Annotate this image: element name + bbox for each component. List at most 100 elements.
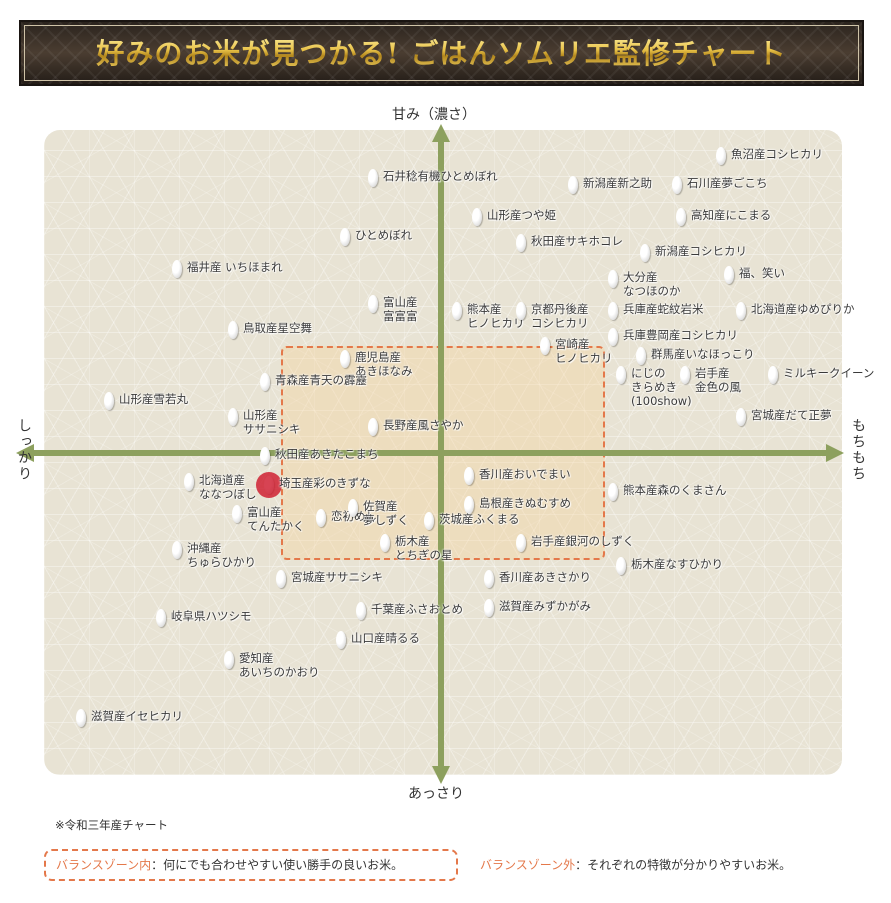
rice-point-label: 島根産きぬむすめ bbox=[479, 495, 571, 510]
rice-grain-icon bbox=[768, 366, 778, 385]
rice-point-label: ミルキークイーン bbox=[783, 366, 875, 381]
rice-grain-icon bbox=[680, 366, 690, 385]
rice-grain-icon bbox=[368, 169, 378, 188]
banner-frame bbox=[24, 25, 859, 81]
rice-point-label: 埼玉産彩のきずな bbox=[279, 476, 371, 491]
rice-point-label: 佐賀産 夢しずく bbox=[363, 498, 409, 527]
rice-grain-icon bbox=[608, 482, 618, 501]
rice-grain-icon bbox=[672, 175, 682, 194]
rice-point-label: 秋田産あきたこまち bbox=[275, 447, 379, 462]
rice-grain-icon bbox=[356, 602, 366, 621]
rice-grain-icon bbox=[340, 227, 350, 246]
rice-point-label: 福井産 いちほまれ bbox=[187, 259, 283, 274]
rice-grain-icon bbox=[472, 208, 482, 227]
rice-grain-icon bbox=[316, 508, 326, 527]
rice-point-label: 鳥取産星空舞 bbox=[243, 321, 312, 336]
rice-grain-icon bbox=[736, 408, 746, 427]
rice-grain-icon bbox=[568, 175, 578, 194]
rice-grain-icon bbox=[736, 301, 746, 320]
rice-grain-icon bbox=[636, 347, 646, 366]
rice-grain-icon bbox=[260, 372, 270, 391]
rice-point-label: 栃木産なすひかり bbox=[631, 557, 723, 572]
rice-grain-icon bbox=[640, 243, 650, 262]
rice-grain-icon bbox=[484, 569, 494, 588]
rice-grain-icon bbox=[232, 505, 242, 524]
rice-point-label: 岩手産 金色の風 bbox=[695, 366, 741, 395]
highlight-marker bbox=[256, 472, 282, 499]
rice-grain-icon bbox=[540, 337, 550, 356]
rice-point-label: 兵庫産蛇紋岩米 bbox=[623, 301, 704, 316]
rice-point-label: 京都丹後産 コシヒカリ bbox=[531, 301, 589, 330]
rice-point-label: 北海道産ゆめぴりか bbox=[751, 301, 855, 316]
rice-point-label: 栃木産 とちぎの星 bbox=[395, 534, 453, 563]
rice-grain-icon bbox=[616, 557, 626, 576]
rice-point-label: 長野産風さやか bbox=[383, 418, 464, 433]
rice-grain-icon bbox=[224, 650, 234, 669]
x-axis-line bbox=[30, 450, 830, 456]
rice-point-label: 福、笑い bbox=[739, 266, 785, 281]
rice-grain-icon bbox=[172, 259, 182, 278]
rice-point-label: 魚沼産コシヒカリ bbox=[731, 146, 823, 161]
rice-point-label: 山形産つや姫 bbox=[487, 208, 556, 223]
axis-label-bottom: あっさり bbox=[408, 786, 464, 802]
y-axis-line bbox=[438, 140, 444, 768]
rice-point-label: 兵庫豊岡産コシヒカリ bbox=[623, 327, 738, 342]
rice-point-label: 石井稔有機ひとめぼれ bbox=[383, 169, 498, 184]
rice-point-label: 群馬産いなほっこり bbox=[651, 347, 755, 362]
rice-point-label: 富山産 てんたかく bbox=[247, 505, 305, 534]
legend-in-label: バランスゾーン内 bbox=[56, 858, 152, 872]
legend-balance-zone-outside: バランスゾーン外：それぞれの特徴が分かりやすいお米。 bbox=[480, 851, 791, 879]
rice-point-label: 大分産 なつほのか bbox=[623, 269, 681, 298]
rice-point-label: 熊本産 ヒノヒカリ bbox=[467, 301, 525, 330]
rice-point-label: にじの きらめき (100show) bbox=[631, 366, 692, 409]
rice-point-label: 北海道産 ななつぼし bbox=[199, 473, 257, 502]
rice-point-label: 沖縄産 ちゅらひかり bbox=[187, 540, 256, 569]
axis-label-top: 甘み（濃さ） bbox=[392, 107, 476, 123]
arrow-left-icon bbox=[16, 444, 34, 462]
rice-grain-icon bbox=[380, 534, 390, 553]
rice-point-label: 滋賀産みずかがみ bbox=[499, 599, 591, 614]
rice-grain-icon bbox=[616, 366, 626, 385]
rice-grain-icon bbox=[608, 269, 618, 288]
rice-point-label: 秋田産サキホコレ bbox=[531, 234, 623, 249]
rice-point-label: 香川産おいでまい bbox=[479, 466, 571, 481]
rice-grain-icon bbox=[156, 608, 166, 627]
rice-grain-icon bbox=[340, 350, 350, 369]
page-title: 好みのお米が見つかる! ごはんソムリエ監修チャート bbox=[21, 32, 862, 72]
rice-point-label: 香川産あきさかり bbox=[499, 569, 591, 584]
rice-point-label: 石川産夢ごこち bbox=[687, 175, 768, 190]
legend-balance-zone-inside: バランスゾーン内：何にでも合わせやすい使い勝手の良いお米。 bbox=[44, 849, 458, 881]
rice-grain-icon bbox=[172, 540, 182, 559]
rice-point-label: 富山産 富富富 bbox=[383, 295, 418, 324]
legend-out-text: ：それぞれの特徴が分かりやすいお米。 bbox=[575, 858, 792, 872]
rice-grain-icon bbox=[368, 418, 378, 437]
rice-grain-icon bbox=[716, 146, 726, 165]
rice-point-label: 新潟産新之助 bbox=[583, 175, 652, 190]
rice-point-label: 宮城産だて正夢 bbox=[751, 408, 832, 423]
rice-point-label: 山形産雪若丸 bbox=[119, 392, 188, 407]
arrow-right-icon bbox=[826, 444, 844, 462]
rice-point-label: 青森産青天の霹靂 bbox=[275, 372, 367, 387]
chart-note: ※令和三年産チャート bbox=[55, 818, 169, 832]
rice-point-label: 岩手産銀河のしずく bbox=[531, 534, 635, 549]
rice-point-label: 高知産にこまる bbox=[691, 208, 772, 223]
rice-point-label: 茨城産ふくまる bbox=[439, 511, 520, 526]
rice-point-label: 宮崎産 ヒノヒカリ bbox=[555, 337, 613, 366]
legend-in-text: ：何にでも合わせやすい使い勝手の良いお米。 bbox=[151, 858, 404, 872]
rice-grain-icon bbox=[184, 473, 194, 492]
rice-point-label: ひとめぼれ bbox=[355, 227, 413, 242]
rice-grain-icon bbox=[348, 498, 358, 517]
rice-grain-icon bbox=[516, 301, 526, 320]
rice-grain-icon bbox=[104, 392, 114, 411]
rice-point-label: 宮城産ササニシキ bbox=[291, 569, 383, 584]
rice-grain-icon bbox=[464, 466, 474, 485]
rice-point-label: 滋賀産イセヒカリ bbox=[91, 708, 183, 723]
rice-grain-icon bbox=[424, 511, 434, 530]
rice-grain-icon bbox=[276, 569, 286, 588]
rice-point-label: 熊本産森のくまさん bbox=[623, 482, 727, 497]
rice-point-label: 山口産晴るる bbox=[351, 631, 420, 646]
rice-point-label: 鹿児島産 あきほなみ bbox=[355, 350, 413, 379]
axis-label-left: しっかり bbox=[16, 418, 32, 482]
arrow-up-icon bbox=[432, 124, 450, 142]
arrow-down-icon bbox=[432, 766, 450, 784]
